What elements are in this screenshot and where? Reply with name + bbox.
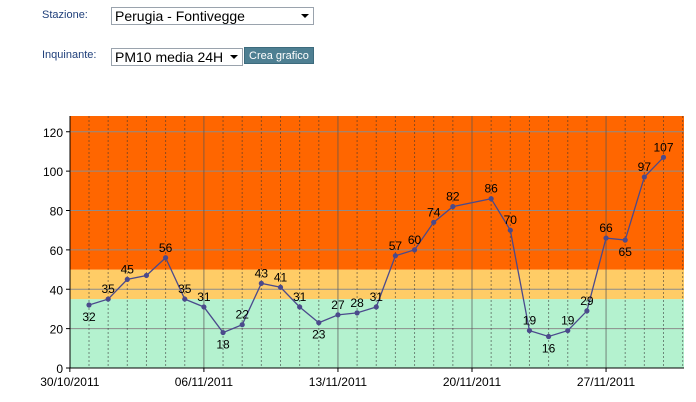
y-tick-label: 80 — [50, 205, 64, 219]
data-label: 86 — [484, 182, 498, 196]
data-label: 35 — [101, 282, 115, 296]
data-label: 31 — [293, 290, 307, 304]
data-point — [526, 327, 533, 334]
data-point — [450, 203, 456, 210]
create-chart-button[interactable]: Crea grafico — [244, 47, 314, 64]
data-point — [354, 310, 360, 316]
pollutant-select[interactable]: PM10 media 24H — [111, 48, 243, 66]
chevron-down-icon — [301, 14, 309, 18]
data-point — [373, 304, 379, 310]
chevron-down-icon — [230, 55, 238, 59]
data-label: 65 — [619, 245, 633, 259]
data-label: 32 — [82, 310, 96, 324]
data-point — [622, 237, 628, 243]
data-point — [86, 302, 92, 308]
data-label: 45 — [121, 262, 135, 276]
data-label: 22 — [236, 308, 250, 322]
data-label: 18 — [216, 338, 230, 352]
data-label: 56 — [159, 241, 173, 255]
y-tick-label: 0 — [56, 362, 63, 376]
data-point — [220, 329, 226, 336]
band-1 — [70, 269, 684, 300]
series-line — [88, 156, 664, 338]
data-point — [143, 272, 150, 279]
data-label: 19 — [561, 314, 575, 328]
data-point — [660, 154, 667, 160]
data-label: 23 — [312, 328, 326, 342]
x-tick-label: 13/11/2011 — [309, 375, 368, 389]
data-point — [201, 304, 207, 310]
data-label: 28 — [350, 296, 364, 310]
data-label: 60 — [408, 233, 422, 247]
band-2 — [70, 116, 684, 270]
data-point — [258, 280, 264, 286]
data-label: 41 — [274, 270, 288, 284]
data-label: 16 — [542, 342, 556, 356]
data-point — [431, 219, 437, 225]
station-select-value: Perugia - Fontivegge — [115, 8, 245, 24]
y-tick-label: 40 — [50, 283, 64, 297]
data-label: 27 — [331, 298, 345, 312]
data-label: 57 — [389, 239, 403, 253]
data-point — [335, 312, 341, 318]
data-label: 70 — [504, 213, 518, 227]
data-point — [239, 322, 245, 328]
data-point — [565, 327, 571, 334]
data-point — [392, 253, 398, 259]
data-point — [507, 227, 513, 233]
y-tick-label: 100 — [43, 165, 63, 179]
band-0 — [70, 299, 684, 368]
data-label: 31 — [197, 290, 211, 304]
data-label: 43 — [255, 266, 269, 280]
data-label: 82 — [446, 190, 460, 204]
data-point — [603, 235, 609, 241]
data-point — [411, 247, 418, 253]
y-tick-label: 20 — [50, 323, 64, 337]
x-tick-label: 06/11/2011 — [175, 375, 234, 389]
y-tick-label: 60 — [50, 244, 64, 258]
data-label: 35 — [178, 282, 192, 296]
data-point — [584, 308, 590, 314]
data-point — [297, 304, 303, 310]
y-tick-label: 120 — [43, 126, 63, 140]
pollutant-select-value: PM10 media 24H — [115, 49, 224, 65]
data-label: 74 — [427, 205, 441, 219]
data-point — [163, 255, 169, 261]
data-label: 107 — [653, 140, 673, 154]
x-tick-label: 20/11/2011 — [443, 375, 502, 389]
data-point — [105, 296, 111, 302]
station-select[interactable]: Perugia - Fontivegge — [111, 7, 314, 25]
data-point — [316, 320, 322, 326]
data-label: 97 — [638, 160, 652, 174]
data-point — [546, 333, 552, 340]
data-label: 66 — [599, 221, 613, 235]
x-tick-label: 27/11/2011 — [577, 375, 636, 389]
x-tick-label: 30/10/2011 — [40, 375, 99, 389]
data-point — [124, 276, 130, 283]
data-point — [488, 196, 494, 202]
data-point — [182, 296, 188, 302]
data-point — [277, 284, 284, 290]
data-label: 19 — [523, 314, 537, 328]
station-label: Stazione: — [42, 9, 88, 21]
data-label: 29 — [580, 294, 594, 308]
data-point — [641, 174, 647, 180]
data-label: 31 — [370, 290, 384, 304]
pollutant-label: Inquinante: — [42, 49, 97, 61]
